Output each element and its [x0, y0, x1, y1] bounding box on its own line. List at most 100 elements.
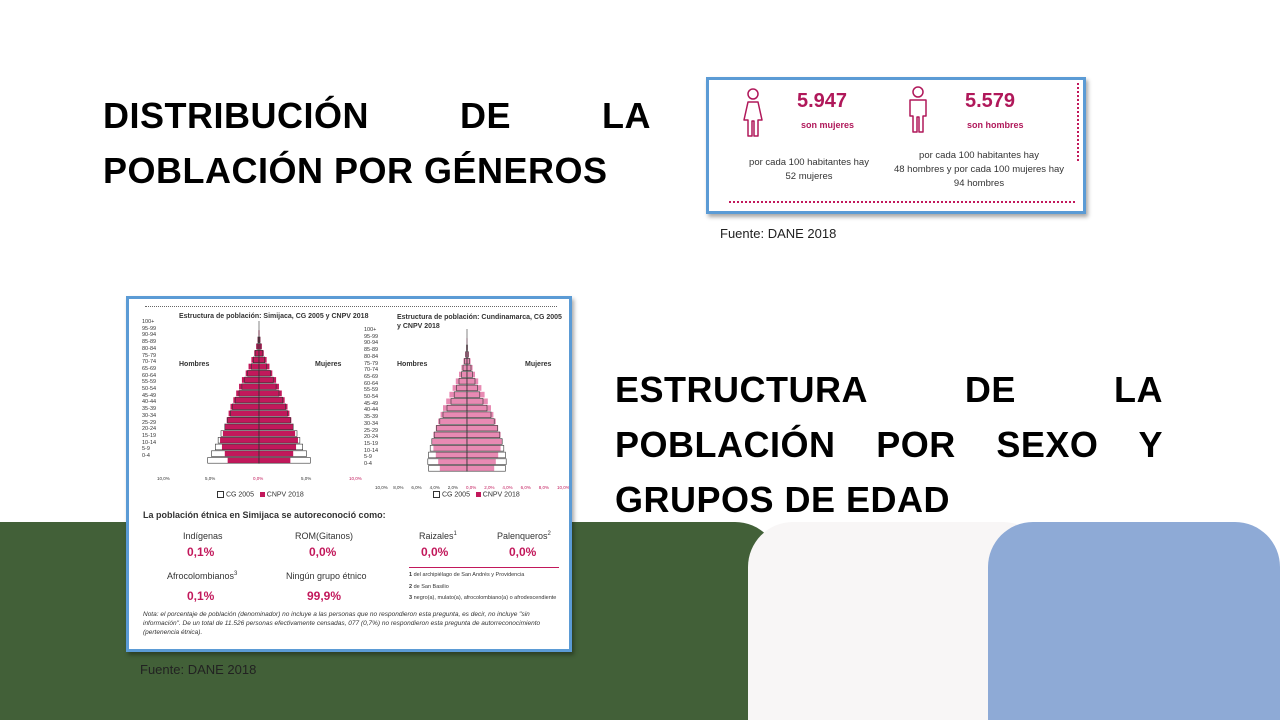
cnpv-bar-men — [455, 378, 467, 385]
cnpv-bar-men — [438, 458, 467, 465]
group-value-afro: 0,1% — [187, 589, 215, 603]
cnpv-bar-women — [259, 383, 279, 390]
x-tick-label: 4,0% — [502, 485, 513, 490]
cnpv-bar-women — [259, 410, 290, 417]
age-label: 100+ — [364, 327, 377, 333]
age-label: 90-94 — [142, 332, 157, 339]
cnpv-bar-men — [440, 411, 467, 418]
age-label: 50-54 — [364, 394, 379, 401]
cnpv-bar-women — [259, 424, 294, 430]
group-value-palenqueros: 0,0% — [509, 545, 537, 559]
heading-genders-line-1: DISTRIBUCIÓN DE LA — [103, 95, 651, 136]
cnpv-bar-men — [228, 410, 259, 417]
cnpv-bar-women — [467, 365, 473, 371]
age-label: 65-69 — [364, 373, 379, 380]
cnpv-bar-women — [259, 417, 292, 423]
cnpv-bar-women — [259, 363, 270, 370]
age-label: 35-39 — [364, 414, 379, 421]
pyramid-left-age-labels: 100+ 95-99 90-94 85-89 80-84 75-79 70-74 65-69 6… — [142, 319, 156, 460]
footnote-1-number: 1 — [409, 572, 413, 578]
cnpv-bar-men — [251, 357, 259, 363]
age-label: 80-84 — [364, 353, 379, 360]
age-label: 15-19 — [364, 440, 379, 447]
group-label-afro-text: Afrocolombianos — [167, 571, 235, 581]
cnpv-bar-men — [443, 405, 467, 411]
cnpv-bar-men — [248, 363, 259, 370]
age-label: 0-4 — [142, 453, 150, 460]
age-label: 90-94 — [364, 340, 379, 347]
census-note-line-2: información". De un total de 11.526 pers… — [143, 620, 541, 627]
age-label: 20-24 — [142, 426, 157, 433]
legend-right-cg-label: CG 2005 — [441, 491, 470, 499]
age-label: 30-34 — [364, 420, 379, 427]
legend-left-cnpv-label: CNPV 2018 — [266, 491, 304, 499]
census-note: Nota: el porcentaje de población (denomi… — [143, 610, 563, 637]
group-label-afro: Afrocolombianos3 — [167, 571, 237, 581]
census-note-line-3: (pertenencia étnica). — [143, 629, 203, 636]
age-label: 60-64 — [142, 372, 157, 379]
cnpv-bar-women — [259, 377, 277, 383]
cnpv-bar-men — [461, 365, 467, 371]
cnpv-bar-men — [224, 424, 259, 430]
cnpv-bar-men — [452, 385, 467, 391]
group-value-raizales: 0,0% — [421, 545, 449, 559]
female-person-icon — [743, 88, 763, 137]
cnpv-bar-men — [433, 445, 467, 452]
age-label: 55-59 — [142, 379, 157, 386]
footnote-1: 1 del archipiélago de San Andrés y Provi… — [409, 572, 524, 578]
x-tick-label: 10,0% — [157, 476, 170, 481]
heading-genders: DISTRIBUCIÓN DE LA POBLACIÓN POR GÉNEROS — [103, 88, 651, 198]
group-label-raizales-text: Raizales — [419, 531, 454, 541]
legend-left-cg-label: CG 2005 — [225, 491, 254, 499]
cnpv-bar-women — [467, 371, 475, 378]
legend-left-cg-swatch — [217, 491, 224, 498]
cnpv-bar-women — [259, 450, 294, 457]
cnpv-bar-women — [259, 370, 273, 377]
census-note-line-1: Nota: el porcentaje de población (denomi… — [143, 611, 530, 618]
cnpv-bar-women — [259, 437, 298, 444]
age-label: 20-24 — [364, 434, 379, 441]
x-tick-label: 0,0% — [253, 476, 264, 481]
source-bottom: Fuente: DANE 2018 — [140, 662, 257, 677]
age-label: 85-89 — [364, 347, 379, 354]
group-value-ninguno: 99,9% — [307, 589, 342, 603]
cnpv-bar-women — [259, 397, 285, 403]
group-value-rom: 0,0% — [309, 545, 337, 559]
cnpv-bar-women — [259, 390, 282, 397]
cnpv-bar-women — [467, 418, 496, 425]
legend-left: CG 2005 CNPV 2018 — [217, 491, 304, 498]
x-tick-label: 0,0% — [466, 485, 477, 490]
legend-right-cnpv-swatch — [475, 492, 481, 497]
cnpv-bar-men — [446, 398, 467, 405]
x-tick-label: 6,0% — [411, 485, 422, 490]
group-label-rom: ROM(Gitanos) — [295, 531, 354, 541]
heading-genders-line-2: POBLACIÓN POR GÉNEROS — [103, 150, 608, 191]
age-label: 15-19 — [142, 432, 157, 439]
cnpv-bar-women — [259, 430, 296, 437]
x-tick-label: 8,0% — [538, 485, 550, 490]
x-tick-label: 5,0% — [205, 476, 216, 481]
age-label: 25-29 — [364, 427, 379, 434]
x-tick-label: 8,0% — [393, 485, 404, 490]
age-label: 10-14 — [142, 439, 157, 446]
age-label: 45-49 — [142, 392, 157, 399]
legend-right-cnpv-label: CNPV 2018 — [482, 491, 520, 499]
men-ratio: por cada 100 habitantes hay 48 hombres y… — [889, 149, 1069, 191]
x-tick-label: 6,0% — [520, 485, 531, 490]
legend-right: CG 2005 CNPV 2018 — [433, 491, 520, 498]
census-card: Estructura de población: Simijaca, CG 20… — [126, 296, 572, 652]
cnpv-bar-men — [256, 343, 259, 350]
dotted-divider-horizontal — [729, 201, 1075, 203]
dotted-divider-vertical — [1077, 83, 1079, 161]
women-count: 5.947 — [797, 90, 848, 112]
cnpv-bar-men — [438, 418, 467, 425]
age-label: 95-99 — [142, 325, 157, 332]
gender-card: 5.947 son mujeres 5.579 son hombres por … — [706, 77, 1086, 214]
group-value-indigenas: 0,1% — [187, 545, 215, 559]
cnpv-bar-men — [459, 371, 467, 378]
cnpv-bar-men — [224, 450, 259, 457]
cnpv-bar-women — [467, 425, 499, 431]
cnpv-bar-men — [433, 432, 467, 438]
legend-left-cnpv-swatch — [259, 492, 265, 497]
heading-structure-line-1: ESTRUCTURA DE LA — [615, 369, 1163, 410]
